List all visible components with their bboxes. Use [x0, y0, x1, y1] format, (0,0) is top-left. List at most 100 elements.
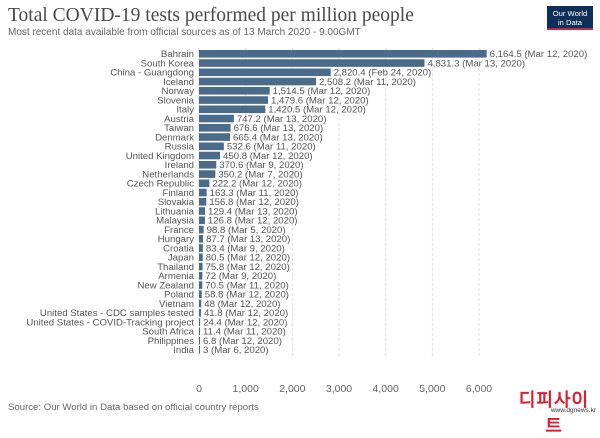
bar[interactable]	[199, 216, 205, 225]
bar[interactable]	[199, 59, 425, 67]
bar[interactable]	[199, 179, 210, 188]
category-label: Philippines	[148, 336, 195, 347]
owid-logo[interactable]: Our World in Data	[547, 6, 593, 30]
value-label: 1,514.5 (Mar 12, 2020)	[273, 86, 371, 97]
bar[interactable]	[199, 198, 207, 206]
value-label: 3 (Mar 6, 2020)	[203, 345, 269, 356]
category-label: South Korea	[141, 58, 195, 69]
x-tick-label: 5,000	[419, 383, 445, 395]
bar[interactable]	[199, 87, 270, 95]
bar[interactable]	[199, 318, 201, 326]
logo-line-1: Our World	[552, 9, 588, 18]
bar[interactable]	[199, 170, 216, 178]
category-label: Armenia	[158, 271, 194, 282]
value-label: 80.5 (Mar 12, 2020)	[206, 253, 290, 264]
bar[interactable]	[199, 299, 202, 308]
category-label: India	[173, 345, 194, 356]
bar[interactable]	[199, 77, 317, 86]
bar[interactable]	[199, 114, 234, 123]
value-label: 350.2 (Mar 7, 2020)	[218, 169, 302, 180]
category-label: China - Guangdong	[110, 68, 194, 79]
value-label: 70.5 (Mar 11, 2020)	[205, 280, 289, 291]
bar[interactable]	[199, 96, 269, 104]
x-tick-label: 2,000	[279, 383, 305, 395]
bar[interactable]	[199, 327, 200, 336]
category-label: United States - CDC samples tested	[40, 308, 194, 319]
bar[interactable]	[199, 207, 206, 215]
bar[interactable]	[199, 346, 200, 354]
watermark-logo: 디피사이트 www.dgnews.kr	[512, 386, 596, 437]
value-label: 450.8 (Mar 12, 2020)	[223, 151, 313, 162]
value-label: 532.6 (Mar 11, 2020)	[227, 142, 316, 153]
value-label: 129.4 (Mar 13, 2020)	[208, 206, 298, 217]
value-label: 2,508.2 (Mar 11, 2020)	[319, 77, 416, 88]
category-label: Japan	[168, 253, 194, 264]
bar[interactable]	[199, 161, 217, 169]
bar[interactable]	[199, 133, 231, 141]
source-note: Source: Our World in Data based on offic…	[8, 402, 259, 413]
bar[interactable]	[199, 142, 224, 151]
value-label: 370.6 (Mar 9, 2020)	[219, 160, 303, 171]
category-label: Thailand	[157, 262, 194, 273]
logo-line-2: in Data	[557, 18, 583, 27]
value-label: 4,831.3 (Mar 13, 2020)	[427, 58, 525, 69]
value-label: 11.4 (Mar 11, 2020)	[203, 327, 286, 338]
value-label: 126.8 (Mar 12, 2020)	[208, 216, 298, 227]
category-label: Slovakia	[158, 197, 195, 208]
value-label: 665.4 (Mar 13, 2020)	[233, 132, 323, 143]
value-label: 98.8 (Mar 5, 2020)	[207, 225, 286, 236]
x-tick-label: 0	[196, 383, 202, 395]
x-tick-label: 1,000	[233, 383, 259, 395]
category-label: Russia	[165, 142, 195, 153]
category-label: Italy	[176, 105, 194, 116]
category-label: Vietnam	[159, 299, 194, 310]
bar[interactable]	[199, 68, 331, 77]
value-label: 83.4 (Mar 9, 2020)	[206, 243, 285, 254]
category-label: Croatia	[163, 243, 195, 254]
bar[interactable]	[199, 188, 207, 197]
bar[interactable]	[199, 151, 221, 160]
category-label: France	[164, 225, 194, 236]
bar[interactable]	[199, 50, 487, 58]
category-label: Netherlands	[142, 169, 194, 180]
value-label: 156.8 (Mar 12, 2020)	[209, 197, 299, 208]
bar[interactable]	[199, 309, 201, 317]
category-label: Denmark	[155, 132, 194, 143]
category-label: Finland	[163, 188, 194, 199]
bar[interactable]	[199, 262, 203, 271]
bar[interactable]	[199, 272, 203, 280]
value-label: 747.2 (Mar 13, 2020)	[237, 114, 327, 125]
bar[interactable]	[199, 336, 200, 345]
bar[interactable]	[199, 105, 266, 114]
value-label: 6.8 (Mar 12, 2020)	[203, 336, 282, 347]
value-label: 222.2 (Mar 12, 2020)	[212, 179, 302, 190]
value-label: 6,164.5 (Mar 12, 2020)	[490, 49, 588, 60]
value-label: 87.7 (Mar 13, 2020)	[206, 234, 290, 245]
bar[interactable]	[199, 281, 203, 289]
category-label: Iceland	[163, 77, 194, 88]
bars	[199, 50, 487, 354]
value-label: 48 (Mar 12, 2020)	[204, 299, 280, 310]
bar[interactable]	[199, 290, 202, 299]
category-label: United Kingdom	[126, 151, 194, 162]
category-label: Czech Republic	[127, 179, 194, 190]
x-axis-ticks: 0 1,000 2,000 3,000 4,000 5,000 6,000	[196, 383, 492, 395]
bar[interactable]	[199, 124, 231, 132]
category-label: Slovenia	[157, 95, 194, 106]
bar[interactable]	[199, 244, 203, 252]
value-label: 2,820.4 (Feb 24, 2020)	[334, 68, 432, 79]
chart-subtitle: Most recent data available from official…	[8, 27, 361, 38]
value-label: 72 (Mar 9, 2020)	[205, 271, 276, 282]
category-label: Ireland	[165, 160, 194, 171]
category-label: Taiwan	[164, 123, 194, 134]
bar[interactable]	[199, 225, 204, 234]
category-label: Austria	[164, 114, 195, 125]
category-label: Malaysia	[156, 216, 195, 227]
bar[interactable]	[199, 253, 203, 262]
value-label: 58.8 (Mar 12, 2020)	[205, 290, 289, 301]
value-label: 1,479.6 (Mar 12, 2020)	[271, 95, 369, 106]
bar[interactable]	[199, 235, 204, 243]
category-label: Bahrain	[161, 49, 194, 60]
